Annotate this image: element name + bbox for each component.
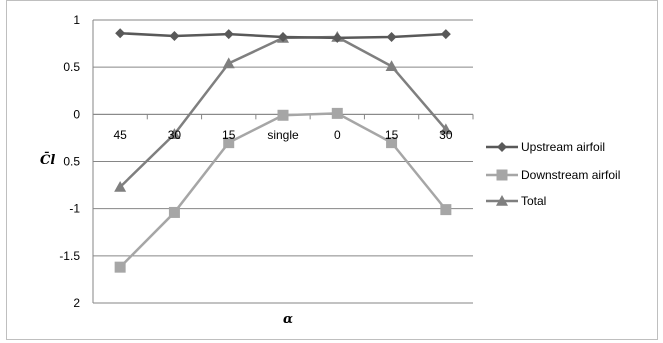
y-tick-label: 0 bbox=[73, 107, 80, 121]
legend-item: Upstream airfoil bbox=[486, 140, 605, 154]
data-point bbox=[114, 261, 126, 273]
series-downstream-airfoil bbox=[114, 107, 452, 273]
data-point bbox=[168, 128, 181, 139]
y-tick-label: 0.5 bbox=[63, 60, 80, 74]
y-axis-title: C̄l bbox=[40, 151, 55, 168]
data-point bbox=[386, 137, 398, 149]
data-point bbox=[331, 107, 343, 119]
legend-label: Upstream airfoil bbox=[521, 140, 605, 154]
x-tick-labels: 45 30 15 single 0 15 30 bbox=[113, 128, 452, 142]
data-point bbox=[277, 109, 289, 121]
data-point bbox=[278, 31, 288, 42]
y-tick-label: -1.5 bbox=[59, 249, 80, 263]
data-point bbox=[223, 29, 234, 40]
y-tick-label: 0.5 bbox=[63, 155, 80, 169]
y-tick-label: 2 bbox=[73, 296, 80, 310]
legend-item: Total bbox=[486, 194, 546, 208]
legend-swatch-marker bbox=[497, 142, 507, 152]
data-point bbox=[169, 31, 180, 42]
x-tick-label: 30 bbox=[168, 128, 182, 142]
data-point bbox=[332, 32, 343, 43]
x-tick-label: 0 bbox=[334, 128, 341, 142]
data-point bbox=[440, 29, 451, 40]
data-point bbox=[115, 28, 126, 39]
data-point bbox=[440, 204, 452, 216]
legend-label: Downstream airfoil bbox=[521, 168, 620, 182]
x-tick-label: 15 bbox=[385, 128, 399, 142]
series-upstream-airfoil bbox=[115, 28, 451, 43]
data-point bbox=[439, 123, 452, 135]
x-tick-label: 15 bbox=[222, 128, 236, 142]
x-tick-label: single bbox=[267, 128, 299, 142]
legend-item: Downstream airfoil bbox=[486, 168, 620, 182]
data-point bbox=[114, 180, 127, 192]
y-tick-label: 1 bbox=[73, 13, 80, 27]
series-layer bbox=[114, 28, 452, 273]
gridlines bbox=[93, 19, 473, 304]
legend: Upstream airfoil Downstream airfoil Total bbox=[486, 140, 620, 208]
x-tick-label: 30 bbox=[439, 128, 453, 142]
legend-swatch-marker bbox=[496, 195, 508, 206]
legend-swatch-marker bbox=[496, 169, 508, 181]
legend-label: Total bbox=[521, 194, 546, 208]
y-tick-labels: 1 0.5 0 0.5 -1 -1.5 2 bbox=[59, 13, 80, 310]
data-point bbox=[168, 206, 180, 218]
data-point bbox=[222, 57, 235, 69]
data-point bbox=[386, 31, 397, 42]
chart-frame bbox=[6, 0, 658, 340]
y-tick-label: -1 bbox=[69, 202, 80, 216]
data-point bbox=[223, 137, 235, 149]
data-point bbox=[385, 60, 398, 72]
x-tick-label: 45 bbox=[113, 128, 127, 142]
x-axis-title: α bbox=[283, 312, 293, 327]
